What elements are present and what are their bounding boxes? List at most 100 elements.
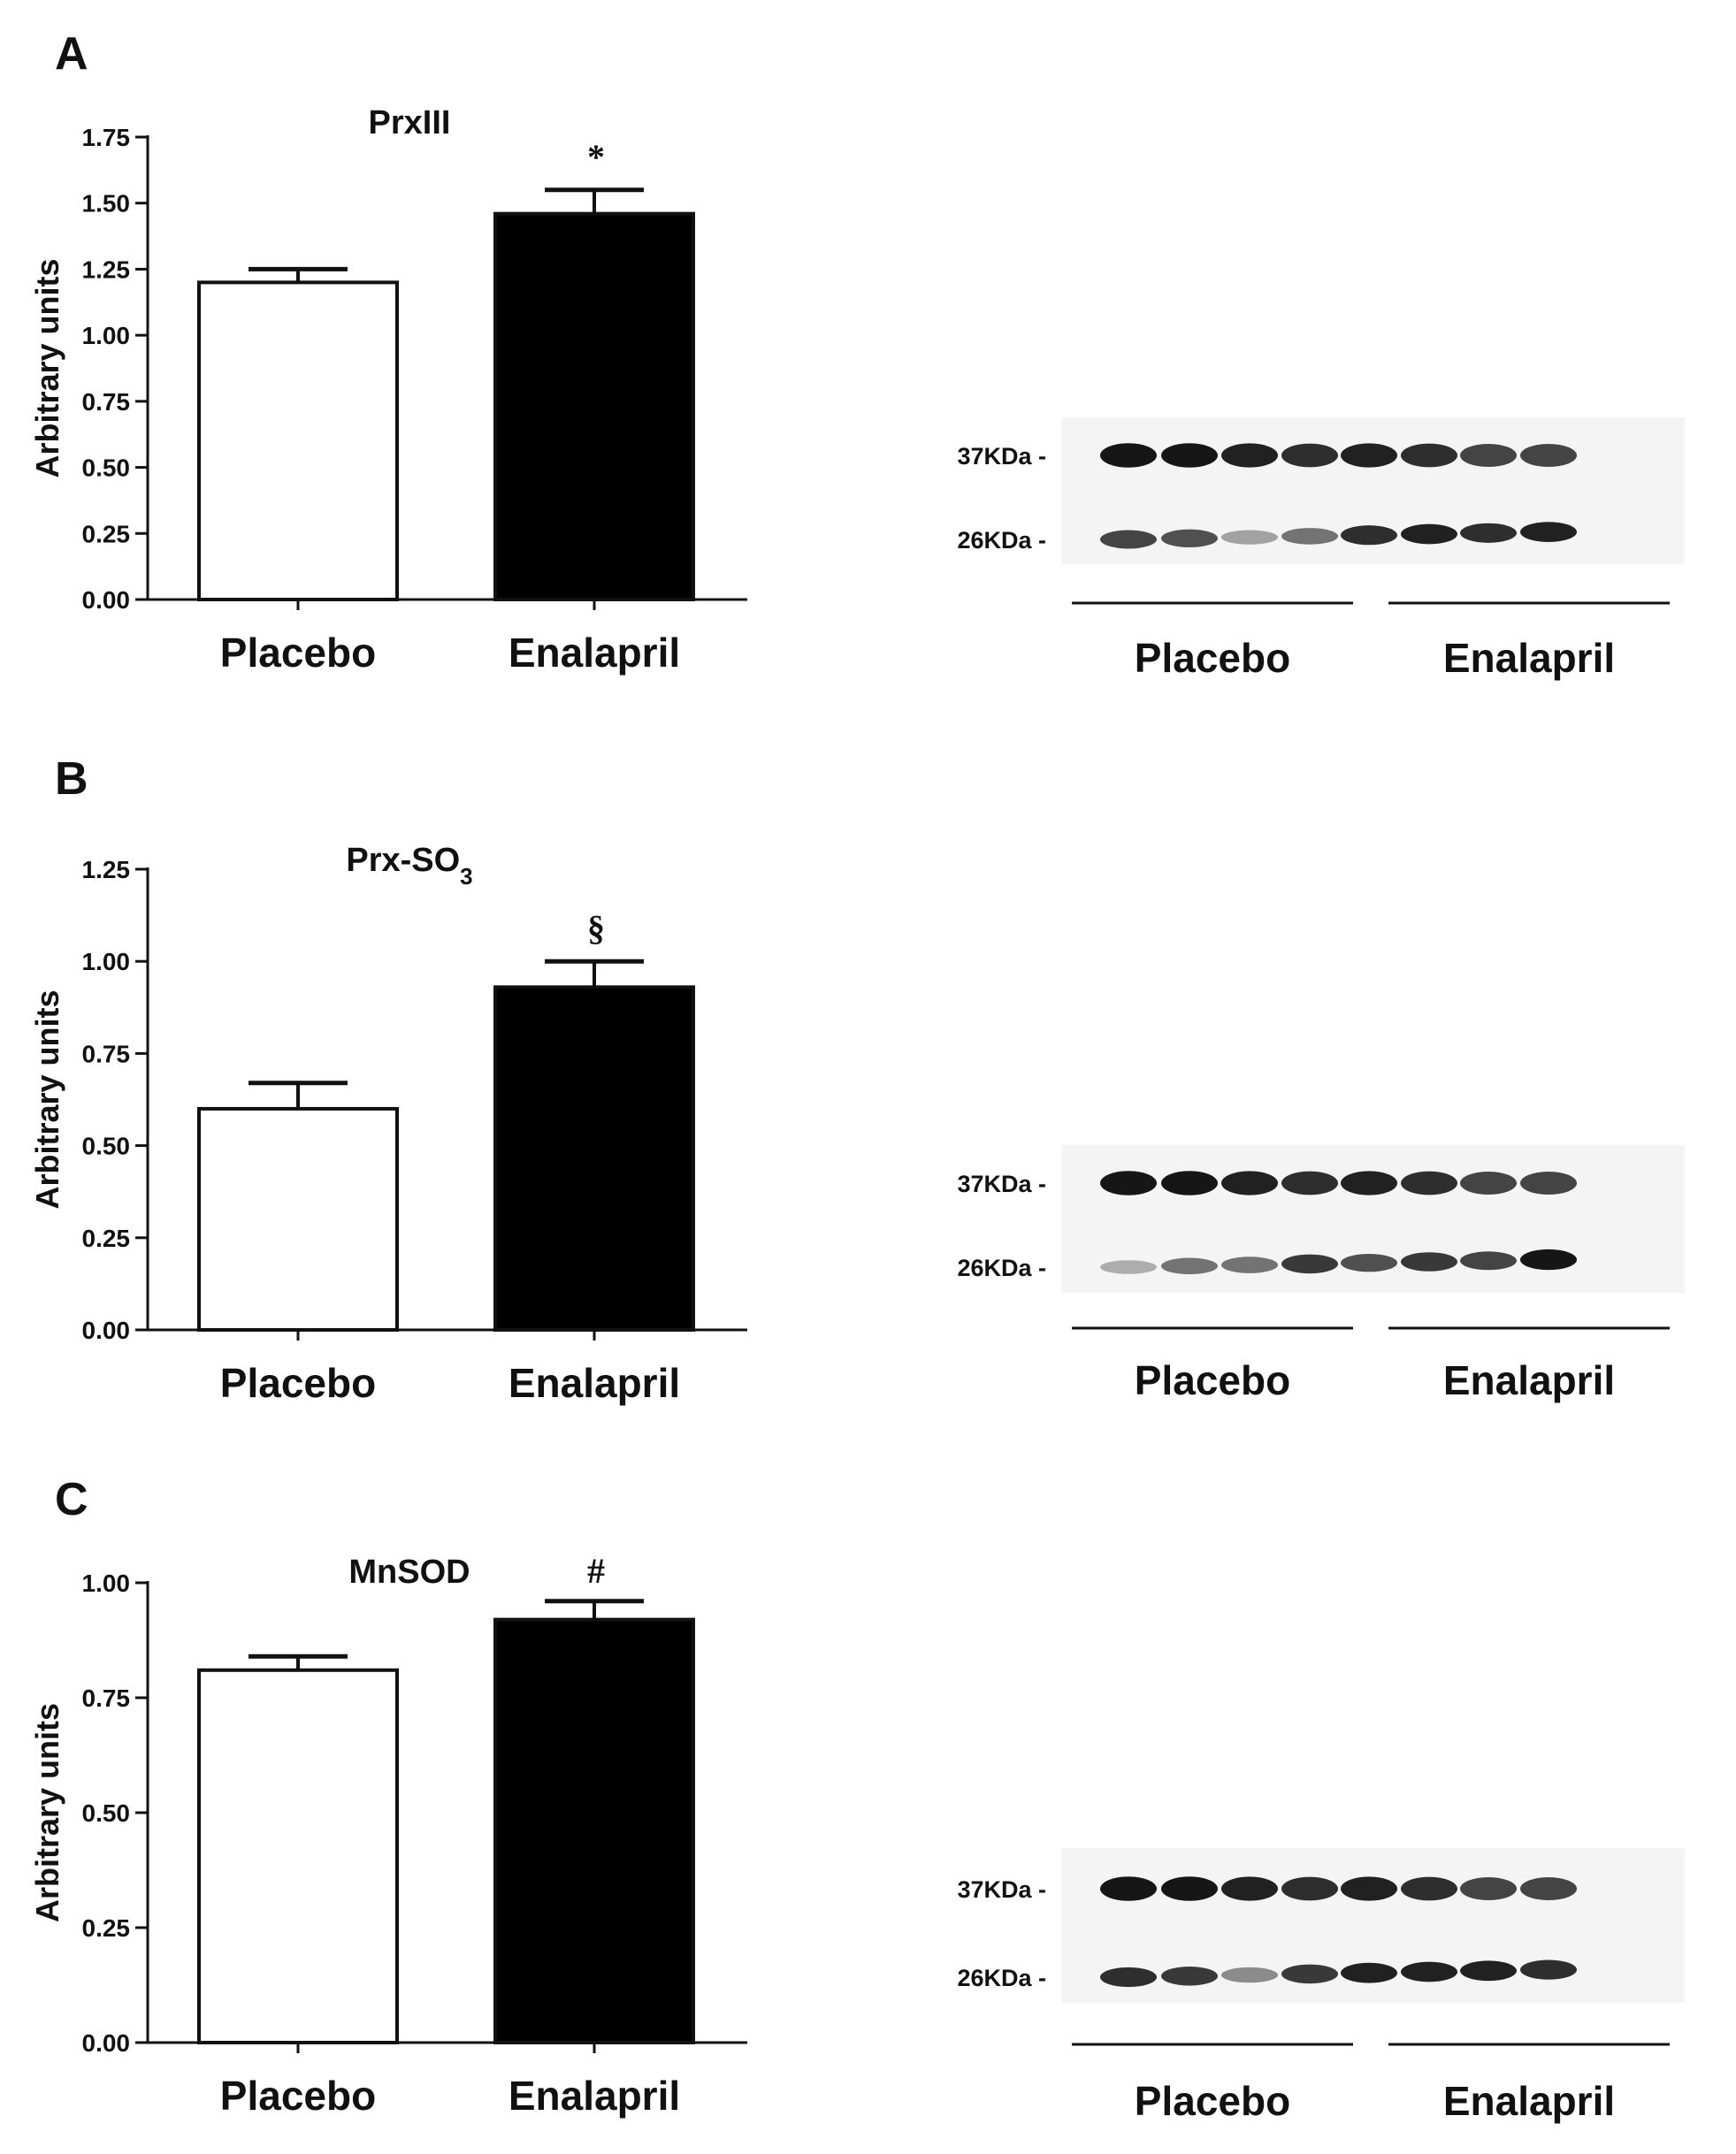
y-axis-label: Arbitrary units [29,258,65,477]
bar-placebo [197,1106,399,1333]
band-26kda [1520,1959,1577,1980]
group-label: Enalapril [1443,1357,1615,1403]
y-tick-label: 1.00 [82,322,131,349]
band-26kda [1341,1962,1397,1983]
y-axis-label: Arbitrary units [29,989,65,1209]
band-37kda [1341,1171,1397,1195]
chart-title-main: MnSOD [348,1554,470,1591]
group-label: Enalapril [1443,635,1615,681]
chart-title: MnSOD [348,1554,470,1591]
y-tick-label: 1.25 [82,256,131,283]
band-26kda [1401,523,1457,545]
band-26kda [1281,1964,1338,1984]
y-tick-label: 0.25 [82,520,131,547]
y-tick-label: 1.00 [82,948,131,975]
band-37kda [1460,1877,1517,1900]
bar-enalapril [493,211,695,601]
y-tick-label: 0.00 [82,2029,131,2057]
band-26kda [1161,1257,1218,1275]
y-tick-label: 0.50 [82,454,131,482]
y-tick-label: 0.75 [82,1040,131,1067]
band-26kda [1161,1967,1218,1986]
band-26kda [1520,522,1577,542]
y-tick-label: 1.75 [82,124,131,151]
panel-letter: A [55,28,88,80]
band-26kda [1100,530,1157,549]
y-tick-label: 0.75 [82,1684,131,1712]
chart-title-main: Prx-SO [346,842,460,879]
panel-a: A 0.00 0.25 0.50 0.75 1.00 1.25 1.50 1.75 Arbitra… [29,28,1685,681]
band-37kda [1520,1877,1577,1900]
band-26kda [1341,1254,1397,1272]
significance-marker: # [587,1551,605,1591]
y-tick-label: 1.25 [82,856,131,883]
band-37kda [1281,443,1338,468]
y-tick-label: 0.75 [82,388,131,416]
band-26kda [1341,525,1397,546]
band-26kda [1460,523,1517,543]
band-26kda [1460,1251,1517,1271]
marker-26kda: 26KDa - [957,1965,1046,1991]
category-label: Placebo [220,2073,376,2119]
band-37kda [1161,443,1218,468]
band-37kda [1221,1876,1278,1901]
chart-title-main: PrxIII [369,104,451,141]
band-37kda [1401,1876,1457,1901]
y-tick-label: 0.25 [82,1914,131,1942]
band-26kda [1100,1967,1157,1988]
band-37kda [1341,1876,1397,1901]
y-tick-label: 1.50 [82,190,131,218]
group-label: Enalapril [1443,2078,1615,2124]
band-26kda [1221,1967,1278,1983]
marker-37kda: 37KDa - [957,1876,1046,1903]
marker-26kda: 26KDa - [957,527,1046,554]
band-37kda [1460,444,1517,467]
y-tick-label: 0.25 [82,1225,131,1252]
panel-letter: C [55,1474,88,1525]
marker-37kda: 37KDa - [957,1171,1046,1197]
y-tick-label: 0.00 [82,586,131,614]
band-26kda [1520,1249,1577,1271]
band-37kda [1520,1172,1577,1195]
band-37kda [1401,443,1457,468]
bar-placebo [197,280,399,601]
panel-letter: B [55,753,88,805]
band-37kda [1100,1171,1157,1195]
band-37kda [1161,1171,1218,1195]
band-26kda [1401,1252,1457,1272]
bar-placebo [197,1668,399,2045]
category-label: Enalapril [509,2073,680,2119]
band-26kda [1100,1260,1157,1274]
group-label: Placebo [1135,635,1290,681]
category-label: Placebo [220,630,376,676]
band-37kda [1460,1172,1517,1195]
band-26kda [1460,1960,1517,1982]
band-26kda [1281,528,1338,545]
category-label: Placebo [220,1360,376,1406]
chart-title: Prx-SO3 [346,842,472,890]
bar-enalapril [493,985,695,1332]
y-tick-label: 0.50 [82,1799,131,1827]
band-26kda [1221,530,1278,545]
panel-b: B 0.00 0.25 0.50 0.75 1.00 1.25 Arbitrary units… [29,753,1685,1406]
group-label: Placebo [1135,1357,1290,1403]
bar-enalapril [493,1617,695,2044]
significance-marker: § [587,908,605,948]
panel-c: C 0.00 0.25 0.50 0.75 1.00 Arbitrary units MnSO… [29,1474,1685,2124]
y-tick-label: 1.00 [82,1570,131,1597]
marker-37kda: 37KDa - [957,443,1046,470]
band-26kda [1161,529,1218,547]
band-37kda [1401,1171,1457,1195]
chart-title: PrxIII [369,104,451,141]
category-label: Enalapril [509,1360,680,1406]
band-37kda [1281,1876,1338,1901]
group-label: Placebo [1135,2078,1290,2124]
significance-marker: * [587,137,605,177]
band-37kda [1341,443,1397,468]
y-tick-label: 0.50 [82,1133,131,1160]
band-37kda [1161,1876,1218,1901]
y-tick-label: 0.00 [82,1317,131,1344]
band-37kda [1281,1171,1338,1195]
band-26kda [1221,1256,1278,1273]
